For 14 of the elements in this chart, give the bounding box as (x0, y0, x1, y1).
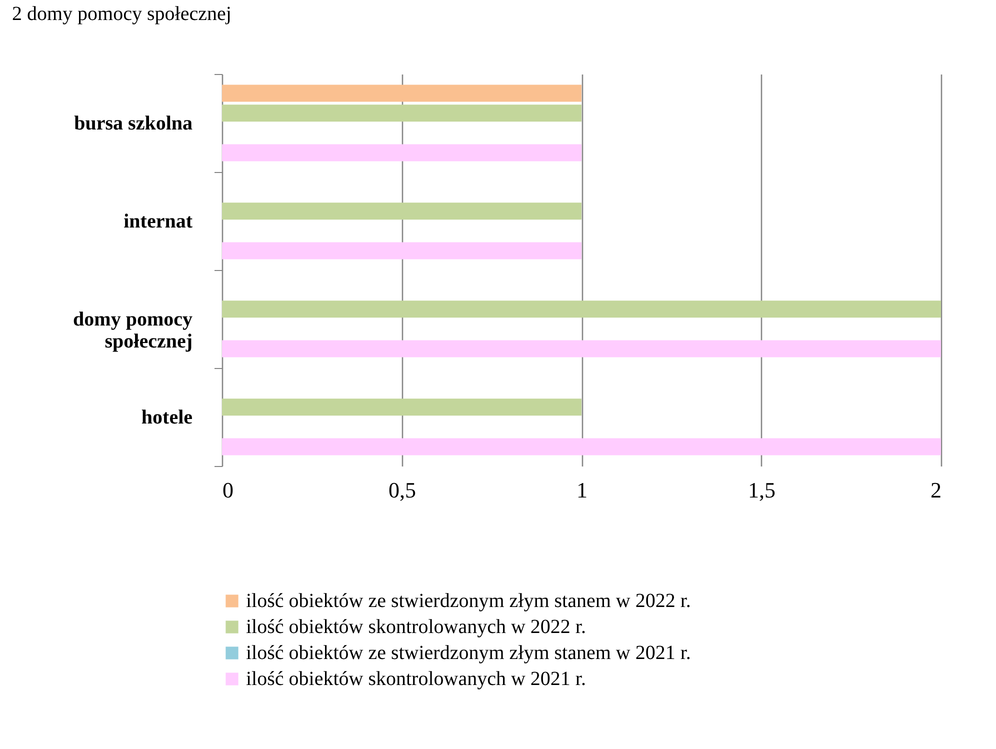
legend-label: ilość obiektów skontrolowanych w 2022 r. (246, 616, 586, 638)
y-tick-label: internat (124, 210, 193, 232)
x-tick-label: 1,5 (748, 478, 776, 502)
x-tick-label: 0,5 (388, 478, 416, 502)
x-tick-label: 1 (576, 478, 588, 502)
y-tick-label: domy pomocy społecznej (73, 308, 192, 352)
text: 2 domy pomocy społecznej (12, 3, 232, 25)
legend-label: ilość obiektów skontrolowanych w 2021 r. (246, 668, 586, 690)
legend-label: ilość obiektów ze stwierdzonym złym stanem w 2021 r. (246, 642, 691, 664)
x-tick-label: 2 (930, 478, 942, 502)
x-tick-label: 0 (222, 478, 234, 502)
y-tick-label: bursa szkolna (74, 112, 192, 134)
legend-label: ilość obiektów ze stwierdzonym złym stanem w 2022 r. (246, 590, 691, 612)
y-tick-label: hotele (141, 406, 193, 428)
